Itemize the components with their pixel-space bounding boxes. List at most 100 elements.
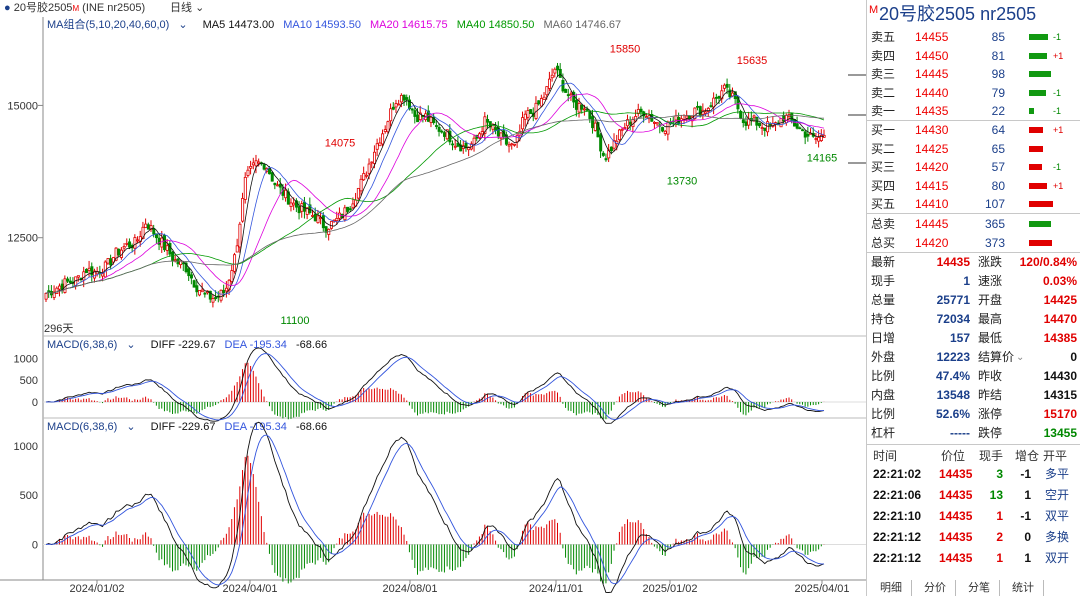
ask-row[interactable]: 卖五 14455 85 -1 [867, 28, 1080, 46]
stat-label: 比例 [871, 407, 896, 421]
candle-body [642, 111, 646, 117]
candle-body [634, 116, 638, 122]
chart-toolbar: ● 20号胶2505M (INE nr2505) 日线 ⌄ [0, 0, 866, 17]
ma-indicator-selector[interactable]: MA组合(5,10,20,40,60,0) ⌄ [47, 19, 188, 31]
level-price: 14410 [915, 197, 949, 211]
candle-body [747, 118, 751, 126]
tick-row[interactable]: 22:21:10 14435 1 -1 双平 [867, 506, 1080, 526]
candle-body [381, 133, 385, 145]
candle-body [491, 124, 495, 130]
candle-body [176, 258, 180, 265]
macd-indicator-selector[interactable]: MACD(6,38,6) ⌄ [47, 421, 136, 433]
stat-cell: 现手 1 [867, 272, 974, 291]
day-count-label: 296天 [44, 323, 73, 335]
candle-body [615, 140, 619, 144]
candle-body [475, 134, 479, 139]
candle-body [399, 94, 403, 103]
bid-row[interactable]: 买二 14425 65 [867, 140, 1080, 158]
candle-body [733, 91, 737, 99]
tick-price: 14435 [939, 551, 973, 565]
bid-row[interactable]: 买五 14410 107 [867, 195, 1080, 213]
period-selector[interactable]: 日线 ⌄ [170, 2, 205, 14]
candle-body [792, 119, 796, 127]
candle-body [49, 291, 53, 296]
candle-body [690, 115, 694, 122]
candle-body [311, 215, 315, 217]
candle-body [391, 106, 395, 110]
tick-volume: 13 [989, 488, 1003, 502]
bid-row[interactable]: 买四 14415 80 +1 [867, 177, 1080, 195]
macd-indicator-selector[interactable]: MACD(6,38,6) ⌄ [47, 339, 136, 351]
macd-axis-label: 500 [20, 490, 38, 502]
candle-body [461, 145, 465, 149]
tick-row[interactable]: 22:21:02 14435 3 -1 多平 [867, 464, 1080, 484]
level-change: -1 [1053, 106, 1062, 116]
chevron-down-icon: ⌄ [126, 339, 136, 351]
candle-body [338, 212, 342, 219]
bid-row[interactable]: 买三 14420 57 -1 [867, 158, 1080, 176]
candle-body [739, 110, 743, 119]
candle-body [537, 100, 541, 105]
candle-body [529, 109, 533, 115]
tab-detail[interactable]: 明细 [871, 580, 912, 596]
candle-body [771, 122, 775, 127]
candle-body [418, 112, 422, 121]
candle-body [300, 203, 304, 212]
tick-row[interactable]: 22:21:12 14435 2 0 多换 [867, 527, 1080, 547]
stat-label: 持仓 [871, 312, 896, 326]
stat-cell: 外盘 12223 [867, 348, 974, 367]
stat-label: 最高 [978, 312, 1003, 326]
kline-chart[interactable]: 15000 12500 1000 500 0 1000 500 0 15850 15635 1… [0, 0, 866, 596]
candle-body [408, 99, 412, 110]
candle-body [246, 169, 250, 176]
level-volume: 85 [991, 30, 1005, 44]
candle-body [685, 115, 689, 119]
stat-value: 13455 [1043, 426, 1077, 440]
candle-body [224, 287, 228, 292]
candle-body [84, 269, 88, 274]
diff-label: DIFF -229.67 [150, 339, 216, 351]
ask-row[interactable]: 卖二 14440 79 -1 [867, 84, 1080, 102]
candle-body [696, 105, 700, 108]
candle-body [752, 115, 756, 118]
candle-body [618, 129, 622, 141]
ask-row[interactable]: 卖四 14450 81 +1 [867, 47, 1080, 65]
candle-body [714, 96, 718, 99]
candle-body [74, 276, 78, 287]
candle-body [784, 114, 788, 124]
candle-body [674, 115, 678, 121]
candle-body [117, 248, 121, 256]
candle-body [531, 112, 535, 117]
chevron-down-icon: ⌄ [126, 421, 136, 433]
symbol-selector[interactable]: ● 20号胶2505M (INE nr2505) [4, 2, 146, 14]
stat-cell: 最高 14470 [974, 310, 1080, 329]
tab-stats[interactable]: 统计 [1003, 580, 1044, 596]
bid-row[interactable]: 买一 14430 64 +1 [867, 121, 1080, 139]
tick-type: 空开 [1045, 488, 1070, 502]
tab-trades[interactable]: 分笔 [959, 580, 1000, 596]
candle-body [168, 243, 172, 255]
level-price: 14445 [915, 67, 949, 81]
macd-axis-label: 0 [32, 397, 38, 409]
ask-row[interactable]: 卖一 14435 22 -1 [867, 102, 1080, 120]
stat-cell: 结算价 ⌄ 0 [974, 348, 1080, 367]
candle-body [712, 97, 716, 108]
candle-body [706, 107, 710, 112]
candle-body [679, 118, 683, 121]
level-change: +1 [1053, 125, 1064, 135]
tick-row[interactable]: 22:21:12 14435 1 1 双开 [867, 548, 1080, 568]
stat-label: 昨收 [978, 369, 1003, 383]
tab-price[interactable]: 分价 [915, 580, 956, 596]
candle-body [459, 144, 463, 152]
total-label: 总卖 [871, 217, 896, 231]
total-price: 14445 [915, 217, 949, 231]
tick-row[interactable]: 22:21:06 14435 13 1 空开 [867, 485, 1080, 505]
stat-cell: 最新 14435 [867, 253, 974, 272]
level-volume: 98 [991, 67, 1005, 81]
candle-body [362, 173, 366, 181]
stat-cell: 昨结 14315 [974, 386, 1080, 405]
ask-row[interactable]: 卖三 14445 98 [867, 65, 1080, 83]
chevron-down-icon[interactable]: ⌄ [1016, 352, 1025, 363]
candle-body [340, 214, 344, 219]
candle-body [136, 239, 140, 242]
